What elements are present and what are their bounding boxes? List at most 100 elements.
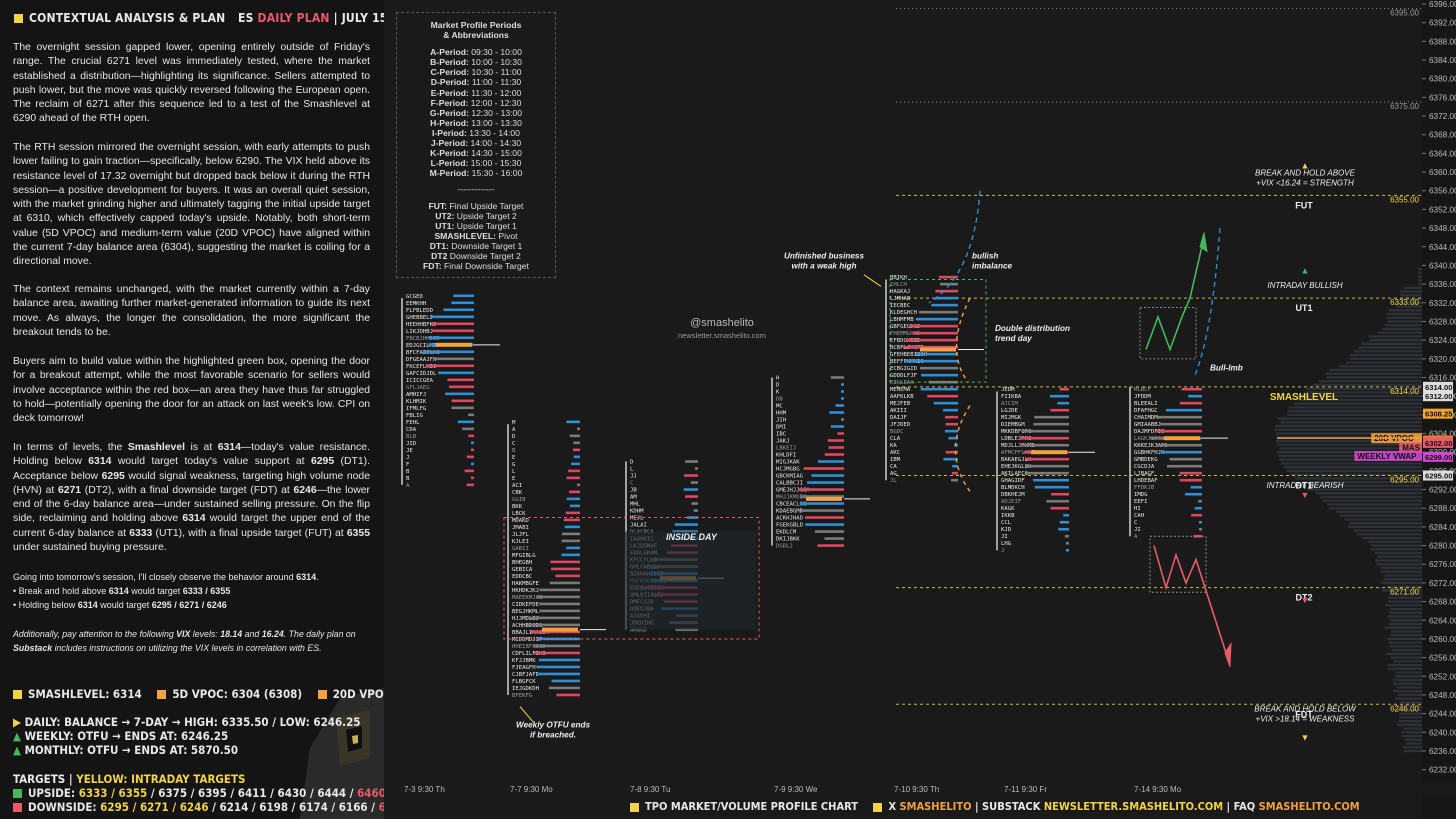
volume-bar xyxy=(1370,544,1422,547)
session-volume-bar xyxy=(927,394,958,398)
tpo-letters: EHEJKGLGH xyxy=(1001,464,1031,470)
volume-bar xyxy=(1349,353,1422,357)
red-box-7-7 xyxy=(503,517,760,640)
session-volume-bar xyxy=(425,364,474,368)
level-label-SMASH: 6314.00 xyxy=(1390,387,1419,396)
tpo-letters: BGDC xyxy=(890,429,903,435)
tpo-letters: KLDEGHCH xyxy=(890,310,917,316)
annotation-weekly-otfu-line: if breached. xyxy=(530,731,576,740)
price-tag-label: 6308.25 xyxy=(1425,410,1453,419)
tpo-letters: KJLEI xyxy=(512,539,529,545)
tpo-letters: DIEMBGM xyxy=(1001,422,1025,428)
tpo-letters: LJBAGF xyxy=(1134,471,1155,477)
volume-bar xyxy=(1399,716,1422,719)
session-volume-bar xyxy=(1199,520,1202,524)
tpo-letters: CA xyxy=(890,464,897,470)
tpo-letters: D xyxy=(512,434,516,440)
session-volume-bar xyxy=(919,366,958,370)
tpo-letters: GMEJHJJGGA xyxy=(776,488,810,494)
session-volume-bar xyxy=(573,441,580,445)
session-volume-bar xyxy=(561,539,580,543)
session-volume-bar xyxy=(1050,506,1069,510)
tpo-letters: C xyxy=(1134,520,1137,526)
legend-abbrev-row: DT2 Downside Target 2 xyxy=(431,250,521,261)
volume-bar xyxy=(1387,615,1422,618)
tpo-letters: IMDG xyxy=(1134,492,1148,498)
session-volume-bar xyxy=(536,595,580,599)
session-volume-bar xyxy=(915,352,958,356)
volume-bar xyxy=(1335,510,1422,514)
volume-bar xyxy=(1296,394,1422,398)
x-axis-bg xyxy=(384,782,1456,796)
footer-x-link[interactable]: SMASHELITO xyxy=(899,800,972,813)
volume-bar xyxy=(1387,663,1422,667)
volume-bar xyxy=(1353,529,1422,532)
tpo-letters: EDDCBC xyxy=(512,574,532,580)
legend-period-row: J-Period: 14:00 - 14:30 xyxy=(430,138,522,149)
tpo-letters: GMIAABBJ xyxy=(1134,422,1161,428)
volume-bar xyxy=(1418,279,1422,282)
tpo-letters: GDDDLFJF xyxy=(890,373,918,379)
level-tag-DT1: DT1 xyxy=(1295,481,1312,491)
session-volume-bar xyxy=(1156,429,1202,433)
y-tick-label: 6388.00 xyxy=(1429,37,1456,46)
tpo-letters: MHL xyxy=(630,502,641,508)
volume-bar xyxy=(1389,611,1422,614)
session-volume-bar xyxy=(537,672,580,676)
volume-bar xyxy=(1400,297,1422,301)
session-volume-bar xyxy=(422,350,474,354)
tpo-letters: CHAIMDM xyxy=(1134,415,1158,421)
session-volume-bar xyxy=(569,434,580,438)
volume-bar xyxy=(1293,402,1422,405)
volume-bar xyxy=(1405,742,1422,745)
session-volume-bar xyxy=(431,329,474,333)
footer-faq-link[interactable]: SMASHELITO.COM xyxy=(1258,800,1360,813)
session-volume-bar xyxy=(693,509,698,512)
session-poc-bar xyxy=(542,627,578,632)
session-volume-bar xyxy=(830,425,844,428)
session-volume-bar xyxy=(805,523,844,526)
tpo-letters: JALAI xyxy=(630,523,647,529)
tpo-letters: MEJL xyxy=(630,516,644,522)
session-volume-bar xyxy=(1181,387,1202,391)
session-volume-bar xyxy=(526,623,580,627)
session-volume-bar xyxy=(1179,471,1202,475)
volume-bar xyxy=(1357,533,1422,536)
volume-bar xyxy=(1398,719,1422,723)
y-tick-label: 6264.00 xyxy=(1429,616,1456,625)
legend-abbrev-row: FDT: Final Downside Target xyxy=(423,261,529,272)
legend-period-row: C-Period: 10:30 - 11:00 xyxy=(430,67,522,78)
volume-bar xyxy=(1382,589,1422,592)
session-volume-bar xyxy=(1179,401,1202,405)
session-volume-bar xyxy=(906,338,958,342)
volume-bar xyxy=(1385,604,1422,607)
tpo-letters: FFDKJB xyxy=(1134,485,1155,491)
tpo-letters: A xyxy=(512,427,516,433)
volume-bar xyxy=(1388,641,1422,644)
annotation-unfinished-line: with a weak high xyxy=(791,261,856,270)
tpo-letters: GAFCIDJDL xyxy=(406,371,437,377)
session-volume-bar xyxy=(935,296,958,300)
tpo-letters: HHEIBFEBGD xyxy=(512,644,546,650)
session-volume-bar xyxy=(451,406,474,410)
level-label-DT1: 6295.00 xyxy=(1390,476,1419,485)
tpo-letters: GABII xyxy=(512,546,529,552)
volume-bar xyxy=(1384,626,1422,629)
triangle-right-icon: ▶ xyxy=(13,715,21,729)
volume-bar xyxy=(1326,376,1422,379)
timeframe-weekly: ▲ WEEKLY: OTFU → ENDS AT: 6246.25 xyxy=(13,729,229,743)
session-volume-bar xyxy=(538,658,580,662)
footer-substack-link[interactable]: NEWSLETTER.SMASHELITO.COM xyxy=(1043,800,1224,813)
tpo-letters: KAGK xyxy=(1001,506,1015,512)
session-volume-bar xyxy=(797,488,844,491)
volume-bar xyxy=(1388,600,1422,603)
level-label-6375: 6375.00 xyxy=(1390,102,1419,111)
session-volume-bar xyxy=(561,553,580,557)
tpo-letters: C xyxy=(630,481,633,487)
y-tick-label: 6248.00 xyxy=(1429,691,1456,700)
y-tick-label: 6292.00 xyxy=(1429,486,1456,495)
volume-bar xyxy=(1381,581,1422,585)
session-volume-bar xyxy=(824,453,844,456)
